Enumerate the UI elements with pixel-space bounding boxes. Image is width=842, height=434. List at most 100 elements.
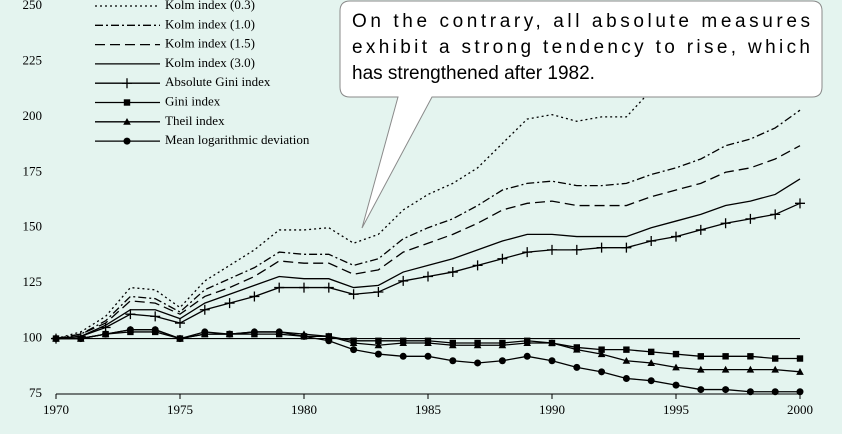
marker (123, 118, 131, 125)
marker (175, 318, 185, 329)
marker (647, 377, 655, 385)
marker (472, 260, 483, 271)
marker (623, 346, 630, 353)
series-line (55, 109, 801, 340)
marker (447, 267, 458, 278)
marker (122, 78, 132, 89)
marker (672, 363, 680, 371)
marker (497, 253, 508, 264)
y-tick-label: 125 (23, 274, 43, 289)
legend-label: Kolm index (1.0) (165, 16, 255, 31)
y-tick-label: 75 (29, 385, 42, 400)
marker (52, 335, 60, 343)
marker (771, 365, 779, 373)
x-tick-label: 2000 (787, 402, 813, 417)
x-tick-label: 1985 (415, 402, 441, 417)
marker (573, 363, 581, 371)
x-tick-label: 1975 (167, 402, 193, 417)
marker (424, 352, 432, 360)
marker (300, 332, 308, 340)
marker (498, 341, 507, 349)
legend-label: Kolm index (0.3) (165, 0, 255, 12)
y-tick-label: 175 (23, 163, 43, 178)
marker (523, 339, 531, 347)
marker (375, 337, 382, 344)
marker (598, 368, 606, 376)
marker (398, 275, 409, 286)
marker (647, 359, 655, 366)
marker (747, 353, 754, 360)
x-tick-label: 1970 (43, 402, 69, 417)
marker (424, 339, 432, 347)
marker (622, 374, 630, 382)
marker (596, 242, 607, 253)
marker (151, 326, 159, 334)
marker (548, 339, 556, 347)
y-tick-label: 100 (23, 330, 43, 345)
marker (423, 271, 433, 282)
marker (250, 328, 258, 336)
marker (621, 242, 632, 253)
legend-label: Mean logarithmic deviation (165, 132, 310, 147)
marker (720, 218, 731, 229)
callout-text: exhibit a strong tendency to rise, which (352, 37, 810, 58)
marker (795, 198, 805, 209)
marker (746, 365, 755, 373)
marker (123, 99, 131, 106)
marker (523, 352, 531, 360)
marker (722, 353, 729, 360)
marker (672, 350, 680, 358)
series-line (55, 178, 801, 340)
marker (697, 365, 705, 373)
marker (275, 328, 283, 336)
marker (299, 282, 309, 293)
marker (399, 339, 407, 347)
marker (770, 209, 781, 220)
marker (226, 330, 234, 338)
marker (125, 309, 136, 320)
legend-label: Absolute Gini index (165, 74, 271, 89)
marker (498, 357, 506, 365)
marker (77, 335, 85, 343)
marker (449, 341, 457, 349)
marker (745, 213, 756, 224)
marker (771, 388, 779, 396)
x-tick-label: 1990 (539, 402, 565, 417)
marker (548, 357, 556, 365)
marker (123, 137, 131, 145)
marker (349, 339, 358, 347)
marker (522, 247, 533, 258)
marker (474, 359, 482, 367)
marker (325, 332, 333, 340)
marker (126, 326, 134, 334)
callout-text: has strengthened after 1982. (352, 63, 595, 84)
marker (671, 231, 681, 242)
marker (697, 386, 705, 394)
legend-label: Theil index (165, 113, 225, 128)
series-line (55, 145, 801, 340)
marker (648, 348, 655, 356)
y-tick-label: 150 (23, 219, 43, 234)
marker (373, 287, 384, 298)
marker (597, 350, 606, 358)
marker (374, 350, 382, 358)
marker (449, 357, 457, 365)
marker (201, 328, 209, 336)
marker (796, 388, 804, 396)
callout-box (339, 0, 823, 229)
marker (249, 291, 260, 302)
legend-label: Kolm index (1.5) (165, 36, 255, 51)
x-tick-label: 1995 (663, 402, 689, 417)
marker (796, 368, 804, 375)
marker (348, 289, 359, 300)
marker (796, 355, 804, 362)
marker (374, 341, 383, 349)
y-tick-label: 250 (23, 0, 43, 12)
marker (325, 337, 333, 345)
marker (274, 282, 285, 293)
marker (571, 244, 582, 255)
legend-label: Gini index (165, 93, 221, 108)
series-line (56, 329, 801, 373)
marker (573, 345, 581, 353)
